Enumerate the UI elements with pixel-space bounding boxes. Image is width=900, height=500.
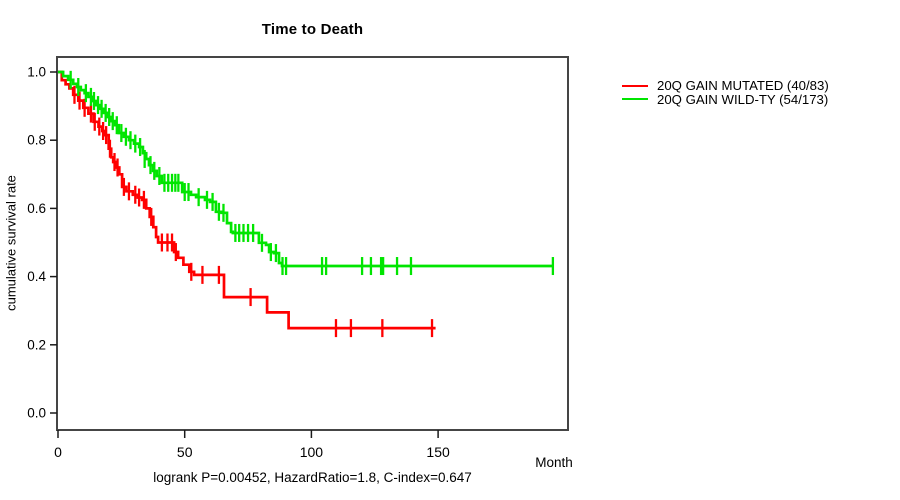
statistics-footnote: logrank P=0.00452, HazardRatio=1.8, C-in… — [153, 470, 472, 485]
legend-item-wildtype: 20Q GAIN WILD-TY (54/173) — [622, 91, 829, 107]
y-tick-label: 0.8 — [27, 133, 46, 148]
y-tick-label: 0.6 — [27, 201, 46, 216]
legend-line-wildtype-icon — [622, 98, 648, 101]
y-tick-label: 0.2 — [27, 337, 46, 352]
y-tick-label: 1.0 — [27, 65, 46, 80]
x-tick-label: 50 — [177, 444, 193, 460]
x-tick-label: 150 — [426, 444, 450, 460]
y-axis-title: cumulative survival rate — [3, 175, 19, 311]
legend-line-mutated-icon — [622, 84, 648, 87]
legend-label-wildtype: 20Q GAIN WILD-TY (54/173) — [657, 91, 829, 107]
survival-curve-mutated — [58, 70, 436, 330]
x-tick-label: 0 — [54, 444, 62, 460]
y-tick-label: 0.4 — [27, 269, 46, 284]
x-axis-title: Month — [535, 455, 573, 470]
legend: 20Q GAIN MUTATED (40/83) 20Q GAIN WILD-T… — [622, 79, 829, 106]
legend-label-mutated: 20Q GAIN MUTATED (40/83) — [657, 78, 829, 93]
survival-curve-wildtype — [58, 70, 553, 268]
x-tick-label: 100 — [300, 444, 324, 460]
chart-title: Time to Death — [261, 21, 364, 38]
y-tick-label: 0.0 — [27, 406, 46, 421]
legend-item-mutated: 20Q GAIN MUTATED (40/83) — [622, 79, 829, 93]
plot-border — [56, 56, 569, 431]
